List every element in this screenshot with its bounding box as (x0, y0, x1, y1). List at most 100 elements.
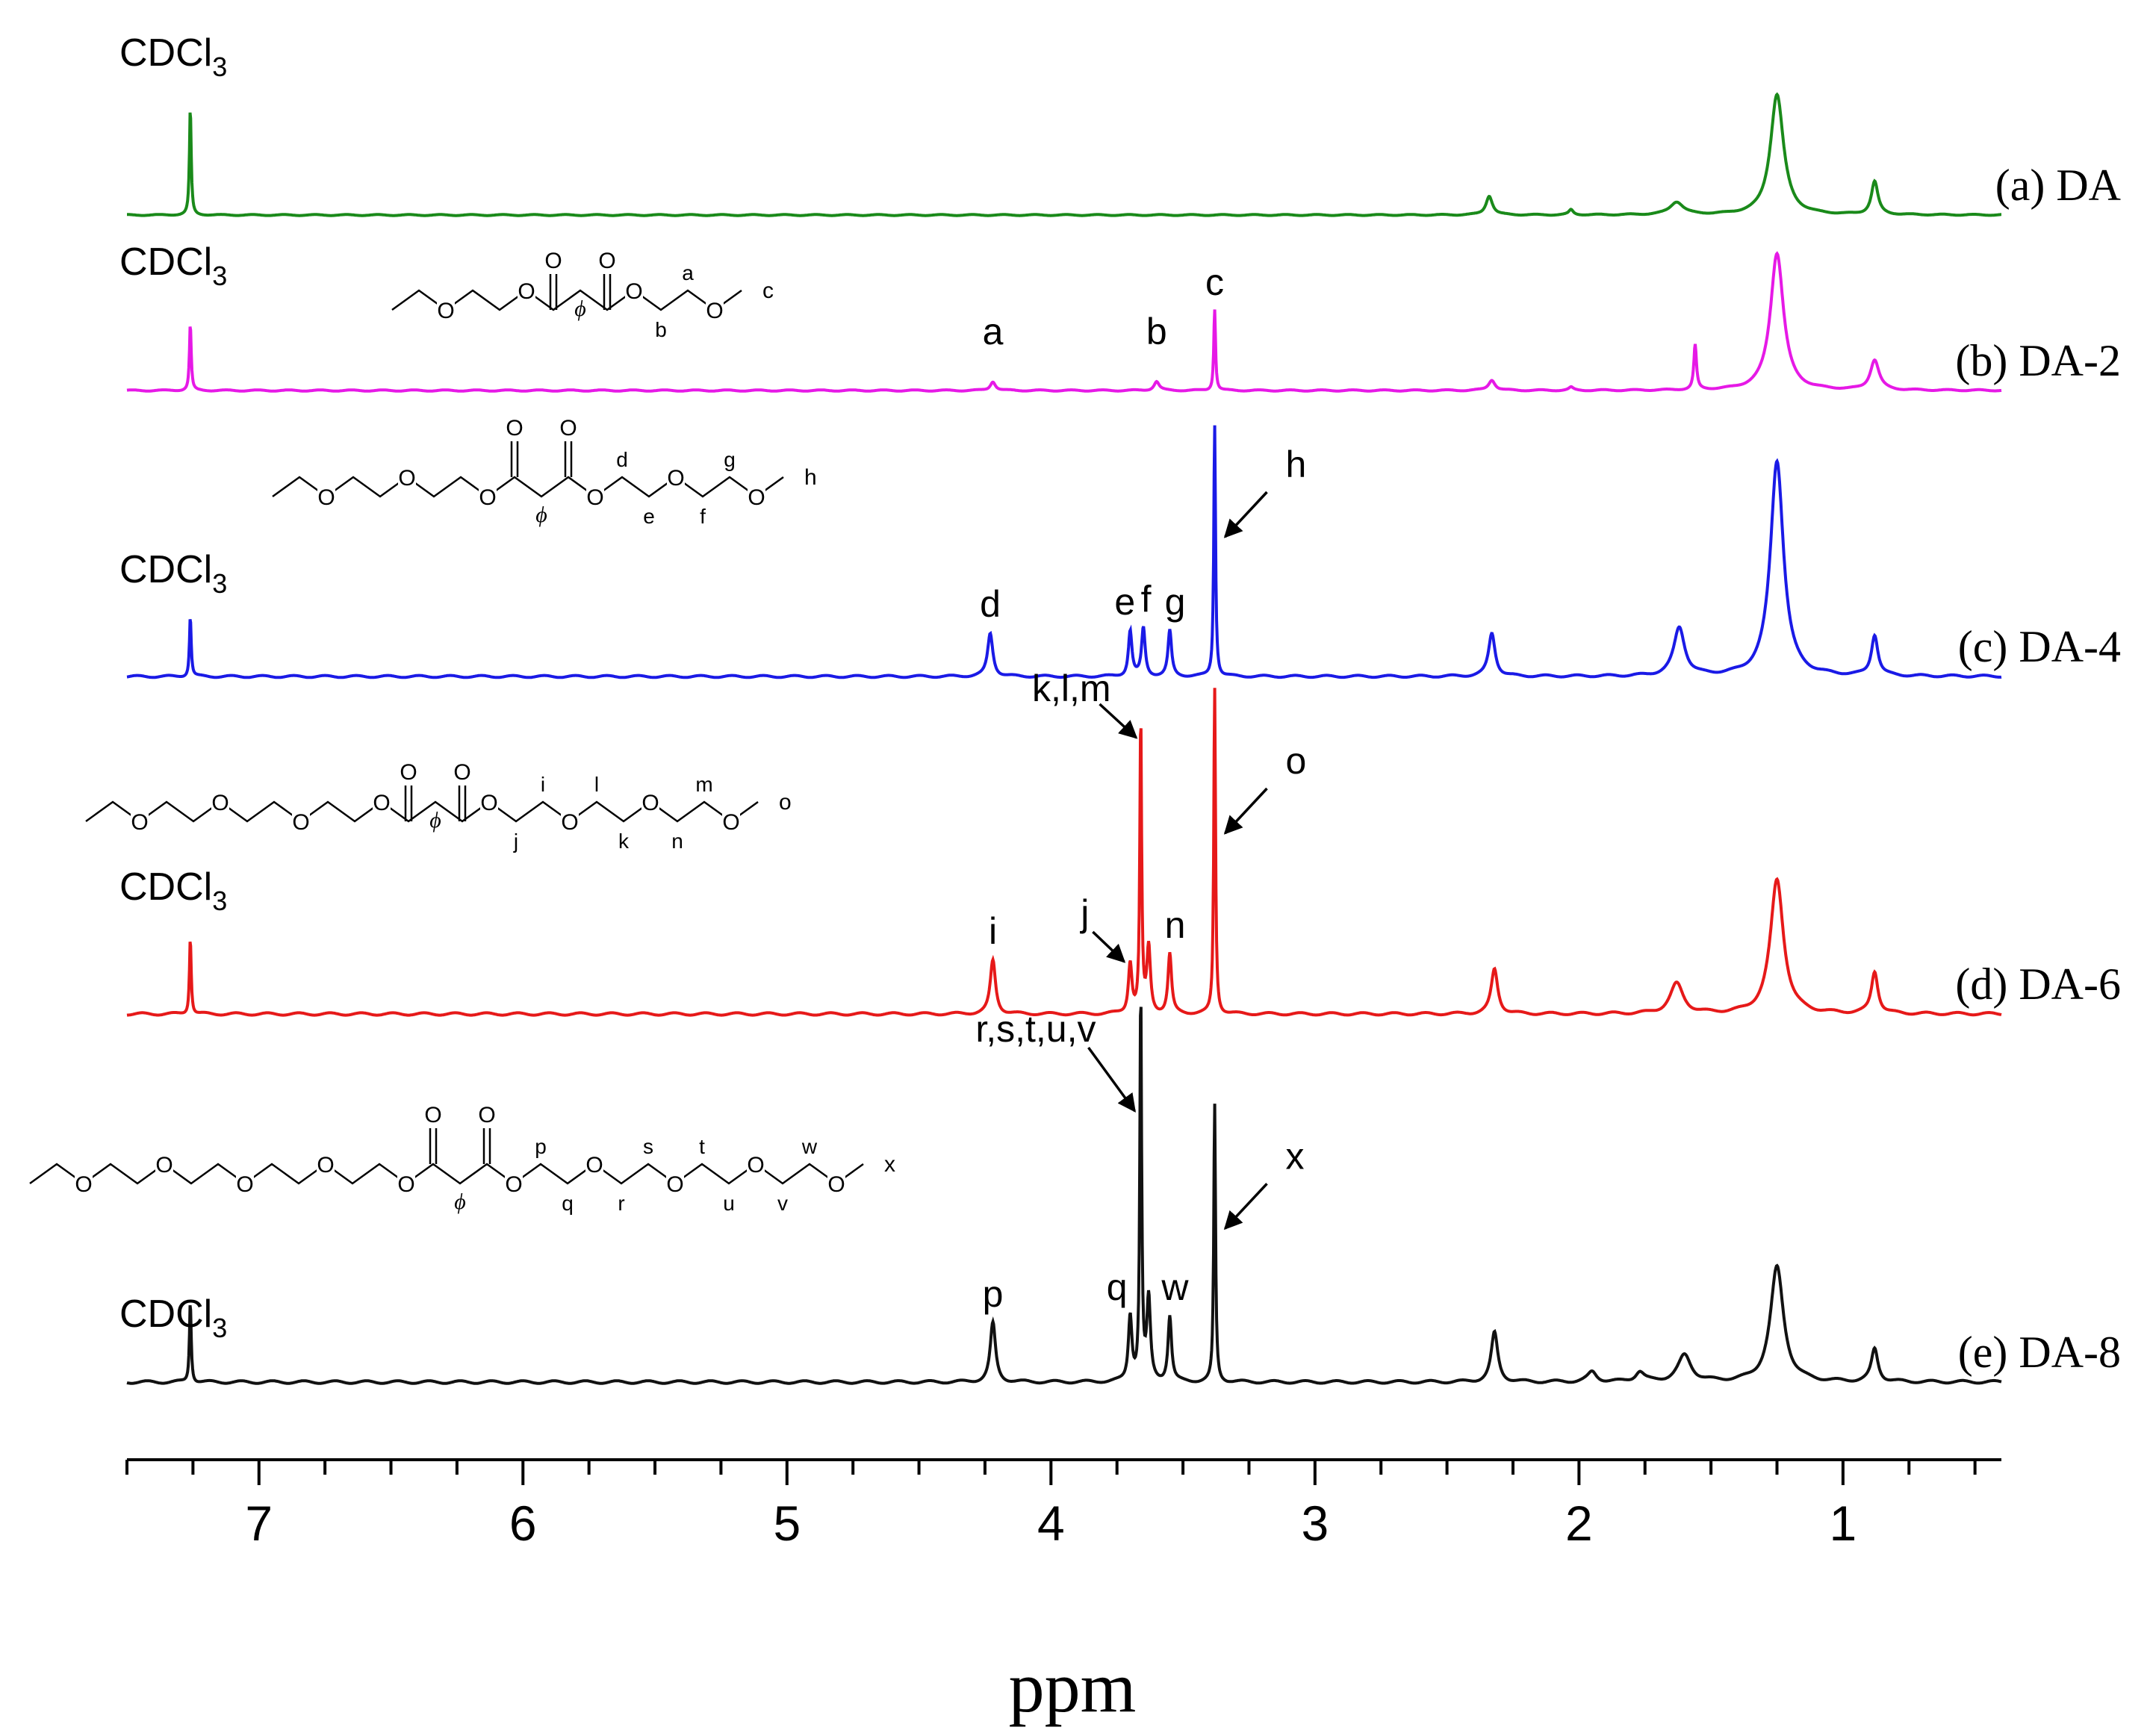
oxygen-atom: O (373, 791, 390, 815)
spectrum-4: (d) DA-6 CDCl3 i n k,l,m j o (119, 668, 2121, 1017)
phi-symbol: ϕ (429, 808, 441, 833)
oxygen-atom: O (480, 791, 497, 815)
x-axis: 7 6 5 4 3 2 1 (125, 1458, 2001, 1551)
peak-arrow-label: k,l,m (1032, 668, 1111, 709)
x-tick-label: 6 (509, 1496, 537, 1551)
oxygen-atom: O (479, 485, 496, 510)
solvent-label-main: CDCl (119, 1292, 212, 1336)
series-label: (e) DA-8 (1958, 1328, 2121, 1377)
oxygen-atom: O (317, 485, 335, 510)
atom-mask (398, 467, 416, 488)
atom-mask (747, 1154, 765, 1175)
spectrum-1: (a) DA CDCl3 (119, 31, 2121, 217)
oxygen-atom: O (155, 1153, 173, 1177)
phi-symbol: ϕ (574, 296, 586, 321)
phi-symbol: ϕ (535, 503, 547, 527)
peak-label: n (1165, 904, 1186, 946)
peak-label: e (1114, 581, 1135, 623)
peak-label: i (989, 910, 997, 952)
oxygen-atom: O (722, 810, 739, 835)
oxygen-atom: O (748, 485, 765, 510)
x-tick-label: 4 (1037, 1496, 1065, 1551)
atom-mask (131, 811, 149, 832)
solvent-label: CDCl3 (119, 1292, 227, 1343)
solvent-label-subscript: 3 (212, 1313, 227, 1343)
atom-mask (748, 486, 765, 507)
carbon-label: w (801, 1135, 818, 1158)
atom-mask (75, 1173, 93, 1194)
carbon-label: t (699, 1135, 705, 1158)
carbon-label: n (671, 830, 683, 853)
peak-label: b (1146, 311, 1167, 352)
carbon-label: d (616, 448, 628, 471)
oxygen-atom: O (236, 1172, 253, 1197)
atom-mask (667, 467, 685, 488)
atom-mask (317, 1154, 335, 1175)
peak-label: g (1165, 581, 1186, 623)
oxygen-atom: O (505, 1172, 522, 1197)
carbonyl-oxygen: O (424, 1103, 441, 1127)
spectrum-line (126, 425, 2002, 679)
series-label: (b) DA-2 (1955, 336, 2121, 385)
x-tick-label: 1 (1830, 1496, 1857, 1551)
peak-label: d (980, 583, 1001, 625)
peak-arrow-label: x (1286, 1135, 1305, 1177)
x-tick-label: 2 (1565, 1496, 1593, 1551)
oxygen-atom: O (317, 1153, 334, 1177)
structure-5: O O O O O O O O O O O Oϕ p q r s t u v w x (29, 1103, 895, 1215)
carbon-label: g (724, 448, 736, 471)
carbonyl-oxygen: O (400, 760, 417, 785)
peak-label: a (983, 311, 1004, 352)
carbon-label: a (682, 261, 694, 284)
atom-mask (437, 299, 455, 320)
oxygen-atom: O (518, 279, 535, 304)
carbonyl-oxygen: O (598, 249, 615, 273)
spectrum-line (127, 92, 2001, 217)
solvent-label: CDCl3 (119, 865, 227, 916)
terminal-label: x (884, 1152, 895, 1177)
solvent-label: CDCl3 (119, 548, 227, 599)
peak-arrow (1223, 491, 1268, 538)
carbon-label: u (723, 1192, 735, 1215)
terminal-label: o (779, 790, 792, 815)
carbonyl-oxygen: O (559, 416, 577, 441)
atom-mask (722, 811, 740, 832)
structure-3: O O O O O O O Oϕ d e f g h (272, 416, 817, 528)
atom-mask (706, 299, 724, 320)
oxygen-atom: O (561, 810, 578, 835)
carbon-label: q (562, 1192, 574, 1215)
carbon-label: j (513, 830, 518, 853)
spectrum-line (126, 251, 2002, 393)
carbon-label: m (695, 773, 712, 796)
structure-bonds (272, 476, 784, 498)
atom-mask (155, 1154, 173, 1175)
series-label: (c) DA-4 (1958, 622, 2121, 671)
atom-mask (641, 791, 659, 812)
atom-mask (397, 1173, 415, 1194)
spectrum-line (126, 688, 2002, 1017)
oxygen-atom: O (625, 279, 642, 304)
peak-arrow-label: j (1079, 892, 1089, 934)
oxygen-atom: O (585, 1153, 603, 1177)
atom-mask (373, 791, 391, 812)
oxygen-atom: O (75, 1172, 92, 1197)
atom-mask (666, 1173, 684, 1194)
peak-arrow (1223, 1183, 1268, 1231)
solvent-label: CDCl3 (119, 240, 227, 291)
solvent-label-main: CDCl (119, 31, 212, 75)
oxygen-atom: O (211, 791, 229, 815)
peak-arrow (1099, 703, 1138, 739)
atom-mask (585, 1154, 603, 1175)
carbonyl-oxygen: O (544, 249, 562, 273)
peak-label: c (1205, 261, 1224, 303)
peak-label: w (1161, 1266, 1189, 1308)
solvent-label-subscript: 3 (212, 568, 227, 599)
terminal-label: c (762, 279, 774, 303)
atom-mask (505, 1173, 523, 1194)
peak-arrow-label: r,s,t,u,v (975, 1008, 1096, 1050)
